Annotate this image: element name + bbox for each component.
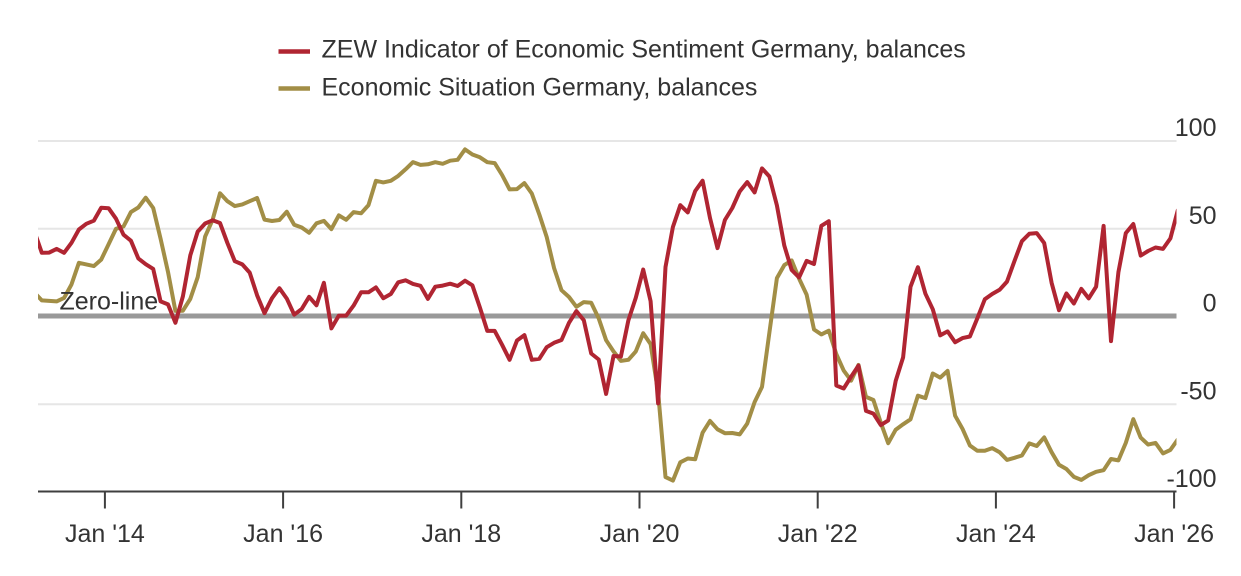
svg-text:Jan '20: Jan '20: [600, 520, 680, 548]
svg-text:Economic Situation Germany, ba: Economic Situation Germany, balances: [322, 74, 758, 102]
svg-text:ZEW Indicator of Economic Sent: ZEW Indicator of Economic Sentiment Germ…: [322, 36, 966, 64]
svg-text:Jan '18: Jan '18: [421, 520, 501, 548]
svg-text:Jan '16: Jan '16: [243, 520, 323, 548]
svg-text:100: 100: [1175, 114, 1217, 142]
svg-text:-50: -50: [1180, 377, 1216, 405]
svg-text:50: 50: [1189, 202, 1217, 230]
svg-text:Zero-line: Zero-line: [60, 288, 159, 316]
svg-text:Jan '24: Jan '24: [956, 520, 1036, 548]
svg-text:Jan '14: Jan '14: [65, 520, 145, 548]
svg-text:Jan '22: Jan '22: [778, 520, 858, 548]
svg-text:-100: -100: [1166, 465, 1216, 493]
svg-text:0: 0: [1203, 290, 1217, 318]
svg-text:Jan '26: Jan '26: [1134, 520, 1214, 548]
